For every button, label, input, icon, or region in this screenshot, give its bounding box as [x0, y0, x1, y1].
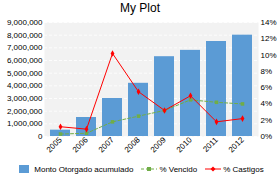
svg-text:2006: 2006: [71, 135, 90, 154]
svg-text:2008: 2008: [123, 135, 142, 154]
html-text:% Vencido: % Vencido: [159, 164, 198, 174]
html-text:% Castigos: % Castigos: [223, 164, 264, 174]
svg-text:0%: 0%: [261, 132, 273, 141]
svg-text:9,000,000: 9,000,000: [7, 18, 43, 27]
svg-text:2012: 2012: [227, 135, 246, 154]
svg-text:14%: 14%: [261, 18, 277, 27]
svg-text:4,000,000: 4,000,000: [7, 81, 43, 90]
svg-text:2010: 2010: [175, 135, 194, 154]
svg-text:2007: 2007: [97, 135, 116, 154]
svg-text:10%: 10%: [261, 51, 277, 60]
svg-text:8%: 8%: [261, 67, 273, 76]
svg-text:6,000,000: 6,000,000: [7, 56, 43, 65]
html-text:Monto Otorgado acumulado: Monto Otorgado acumulado: [34, 164, 134, 174]
svg-text:2%: 2%: [261, 116, 273, 125]
svg-text:3,000,000: 3,000,000: [7, 94, 43, 103]
html-text:My Plot: My Plot: [120, 1, 160, 15]
svg-text:7,000,000: 7,000,000: [7, 43, 43, 52]
svg-text:2009: 2009: [149, 135, 168, 154]
svg-text:2005: 2005: [45, 135, 64, 154]
svg-text:4%: 4%: [261, 99, 273, 108]
svg-text:2011: 2011: [201, 135, 220, 154]
svg-text:12%: 12%: [261, 34, 277, 43]
svg-text:0: 0: [38, 132, 43, 141]
svg-text:8,000,000: 8,000,000: [7, 31, 43, 40]
svg-text:5,000,000: 5,000,000: [7, 69, 43, 78]
svg-text:1,000,000: 1,000,000: [7, 119, 43, 128]
svg-text:2,000,000: 2,000,000: [7, 107, 43, 116]
svg-text:6%: 6%: [261, 83, 273, 92]
